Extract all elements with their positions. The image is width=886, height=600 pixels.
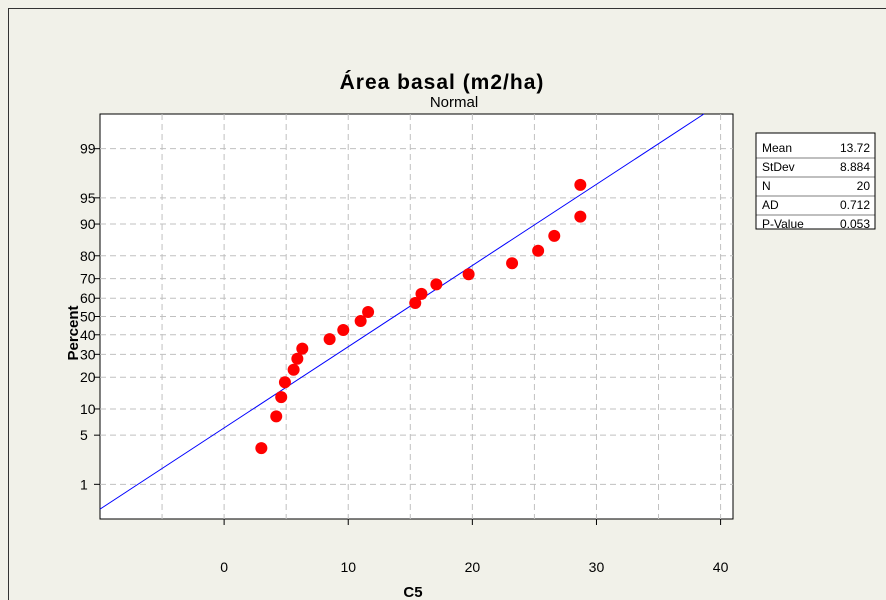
- y-tick-label: 60: [80, 290, 96, 306]
- stat-value: 8.884: [840, 160, 870, 174]
- x-tick-label: 10: [340, 559, 356, 575]
- stat-label: Mean: [762, 141, 792, 155]
- stat-label: N: [762, 179, 771, 193]
- x-tick-label: 0: [220, 559, 228, 575]
- y-tick-label: 99: [80, 141, 96, 157]
- y-tick-label: 40: [80, 327, 96, 343]
- stats-box: Mean 13.72 StDev 8.884 N 20 AD 0.712 P-Value 0.05…: [755, 132, 876, 231]
- chart-frame: [8, 8, 886, 600]
- y-axis-label: Percent: [65, 305, 82, 360]
- stat-value: 0.053: [840, 217, 870, 231]
- y-tick-label: 1: [80, 476, 88, 492]
- data-points: [255, 178, 587, 455]
- data-point: [532, 244, 545, 257]
- y-tick-label: 70: [80, 271, 96, 287]
- data-point: [574, 178, 587, 191]
- data-point: [270, 410, 283, 423]
- y-tick-label: 50: [80, 309, 96, 325]
- chart-subtitle: Normal: [430, 94, 478, 111]
- data-point: [255, 442, 268, 455]
- data-point: [296, 342, 309, 355]
- y-tick-label: 5: [80, 427, 88, 443]
- data-point: [278, 376, 291, 389]
- data-point: [362, 305, 375, 318]
- data-point: [574, 210, 587, 223]
- data-point: [462, 268, 475, 281]
- data-point: [409, 297, 422, 310]
- data-point: [430, 278, 443, 291]
- data-point: [291, 352, 304, 365]
- stat-label: P-Value: [762, 217, 804, 231]
- y-tick-label: 90: [80, 216, 96, 232]
- x-tick-label: 40: [713, 559, 729, 575]
- data-point: [506, 257, 519, 270]
- y-tick-label: 95: [80, 190, 96, 206]
- data-point: [323, 333, 336, 346]
- data-point: [548, 229, 561, 242]
- stats-box-frame: [755, 132, 876, 230]
- stat-value: 0.712: [840, 198, 870, 212]
- stat-label: AD: [762, 198, 779, 212]
- stat-label: StDev: [762, 160, 795, 174]
- data-point: [275, 391, 288, 404]
- data-point: [354, 315, 367, 328]
- x-tick-label: 20: [465, 559, 481, 575]
- chart-title: Área basal (m2/ha): [340, 71, 545, 94]
- stats-rows: Mean 13.72 StDev 8.884 N 20 AD 0.712 P-Value 0.05…: [756, 141, 875, 231]
- stat-value: 13.72: [840, 141, 870, 155]
- data-point: [287, 363, 300, 376]
- grid: [94, 114, 733, 525]
- y-tick-labels: 1 5 10 20 30 40 50 60 70 80 90 95 99: [80, 141, 96, 493]
- x-axis-label: C5: [403, 584, 422, 600]
- x-tick-labels: 0 10 20 30 40: [220, 559, 728, 575]
- y-tick-label: 30: [80, 346, 96, 362]
- y-tick-label: 80: [80, 248, 96, 264]
- stat-value: 20: [857, 179, 871, 193]
- y-tick-label: 10: [80, 401, 96, 417]
- y-tick-label: 20: [80, 369, 96, 385]
- fit-line: [99, 113, 705, 510]
- data-point: [337, 323, 350, 336]
- x-tick-label: 30: [589, 559, 605, 575]
- data-point: [415, 287, 428, 300]
